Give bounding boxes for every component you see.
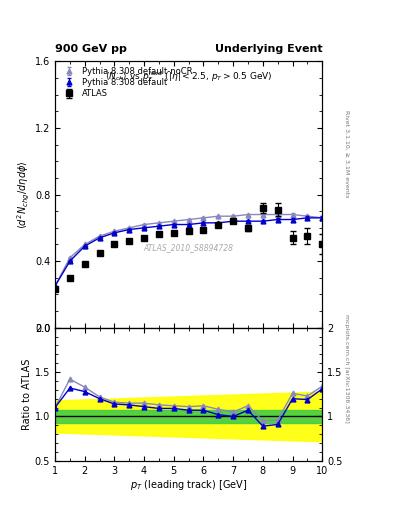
Text: Rivet 3.1.10, ≥ 3.1M events: Rivet 3.1.10, ≥ 3.1M events bbox=[344, 110, 349, 197]
Y-axis label: Ratio to ATLAS: Ratio to ATLAS bbox=[22, 358, 32, 430]
Text: Underlying Event: Underlying Event bbox=[215, 44, 322, 54]
Text: 900 GeV pp: 900 GeV pp bbox=[55, 44, 127, 54]
Legend: Pythia 8.308 default-noCR, Pythia 8.308 default, ATLAS: Pythia 8.308 default-noCR, Pythia 8.308 … bbox=[59, 66, 194, 100]
Y-axis label: $\langle d^2 N_{chg}/d\eta d\phi \rangle$: $\langle d^2 N_{chg}/d\eta d\phi \rangle… bbox=[16, 160, 32, 229]
X-axis label: $p_T$ (leading track) [GeV]: $p_T$ (leading track) [GeV] bbox=[130, 478, 247, 493]
Text: $\langle N_{ch}\rangle$ vs $p_T^{lead}$ ($|\eta| < 2.5$, $p_T > 0.5$ GeV): $\langle N_{ch}\rangle$ vs $p_T^{lead}$ … bbox=[105, 70, 272, 84]
Text: ATLAS_2010_S8894728: ATLAS_2010_S8894728 bbox=[143, 243, 234, 252]
Text: mcplots.cern.ch [arXiv:1306.3436]: mcplots.cern.ch [arXiv:1306.3436] bbox=[344, 314, 349, 423]
